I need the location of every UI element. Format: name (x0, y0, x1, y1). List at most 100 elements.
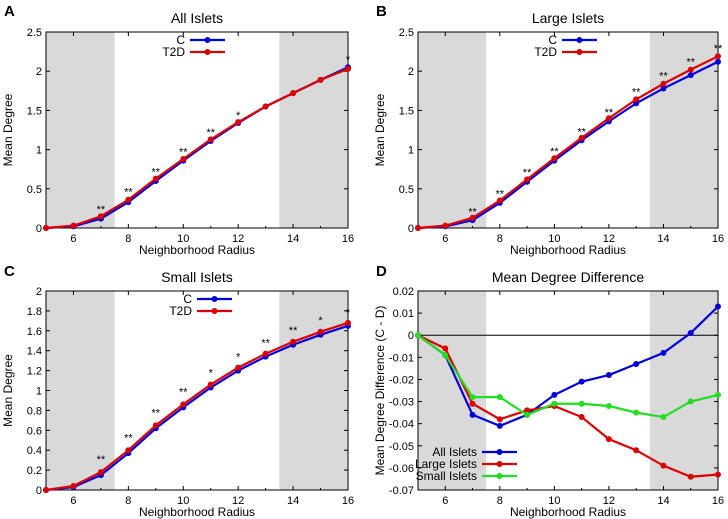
panel-letter: D (376, 263, 387, 280)
chart-title: Large Islets (532, 10, 604, 26)
data-point (469, 394, 476, 401)
data-point (496, 416, 503, 423)
panel-letter: C (4, 263, 15, 280)
data-point (207, 136, 214, 143)
significance-marker: ** (152, 166, 161, 178)
legend-label: T2D (534, 45, 557, 59)
significance-marker: ** (577, 126, 586, 138)
x-tick-label: 14 (657, 233, 669, 245)
x-tick-label: 6 (70, 495, 76, 507)
shaded-region (279, 32, 348, 228)
significance-marker: ** (97, 454, 106, 466)
y-tick-label: 1.4 (27, 346, 42, 358)
series-line-small-islets (417, 334, 719, 419)
legend-marker (496, 461, 503, 467)
data-point (605, 402, 612, 409)
data-point (317, 76, 324, 83)
significance-marker: ** (179, 386, 188, 398)
significance-marker: ** (206, 127, 215, 139)
y-tick-label: -0.06 (389, 463, 414, 475)
data-point (633, 409, 640, 416)
x-tick-label: 14 (287, 233, 299, 245)
y-tick-label: -0.01 (389, 352, 414, 364)
y-tick-label: -0.03 (389, 397, 414, 409)
data-point (180, 401, 187, 408)
data-point (496, 394, 503, 401)
legend-label: All Islets (432, 445, 477, 459)
data-point (633, 360, 640, 367)
data-point (633, 96, 640, 103)
data-point (442, 222, 449, 229)
data-point (43, 487, 49, 493)
panel-letter: B (376, 3, 387, 20)
y-tick-label: 0.2 (27, 465, 42, 477)
y-tick-label: 1 (36, 145, 42, 157)
y-tick-label: 2.5 (399, 27, 414, 39)
data-point (660, 349, 667, 356)
x-axis-label: Neighborhood Radius (510, 505, 626, 519)
data-point (469, 411, 476, 418)
data-point (551, 155, 558, 162)
x-tick-label: 16 (342, 233, 354, 245)
x-tick-label: 6 (70, 233, 76, 245)
axes-frame (45, 31, 349, 229)
data-point (687, 473, 694, 480)
y-tick-label: 2.5 (27, 27, 42, 39)
data-point (551, 391, 558, 398)
y-tick-label: -0.05 (389, 441, 414, 453)
y-tick-label: 1.2 (27, 366, 42, 378)
y-tick-label: 1.5 (27, 105, 42, 117)
significance-marker: * (346, 307, 351, 319)
data-point (235, 119, 242, 126)
legend-label: C (183, 292, 192, 306)
data-point (415, 332, 421, 339)
y-axis-label: Mean Degree Difference (C - D) (373, 306, 387, 476)
y-tick-label: 1.6 (27, 326, 42, 338)
data-point (687, 398, 694, 405)
y-tick-label: 0.5 (27, 184, 42, 196)
data-point (469, 214, 476, 221)
x-tick-label: 10 (548, 233, 560, 245)
significance-marker: ** (179, 147, 188, 159)
data-point (715, 471, 721, 478)
shaded-region (279, 291, 348, 490)
series-line-large-islets (417, 334, 719, 478)
data-point (345, 65, 351, 72)
y-tick-label: 0.01 (393, 308, 414, 320)
y-tick-label: 1 (408, 145, 414, 157)
shaded-region (649, 291, 718, 490)
chart-title: All Islets (171, 10, 223, 26)
x-tick-label: 12 (603, 233, 615, 245)
significance-marker: * (236, 110, 241, 122)
significance-marker: ** (97, 204, 106, 216)
data-point (578, 414, 585, 421)
legend-label: T2D (169, 304, 192, 318)
y-tick-label: -0.04 (389, 419, 414, 431)
significance-marker: ** (686, 57, 695, 69)
legend-marker (204, 49, 211, 55)
y-tick-label: 0.5 (399, 184, 414, 196)
legend-label: Small Islets (416, 469, 477, 483)
x-axis-label: Neighborhood Radius (139, 243, 255, 257)
significance-marker: ** (714, 43, 723, 55)
x-tick-label: 14 (657, 495, 669, 507)
x-tick-label: 12 (603, 495, 615, 507)
shaded-region (649, 32, 718, 228)
series-line-t2d (45, 67, 349, 230)
y-tick-label: -0.02 (389, 374, 414, 386)
significance-marker: * (318, 315, 323, 327)
significance-marker: ** (659, 71, 668, 83)
legend-marker (496, 449, 503, 455)
shaded-region (418, 32, 487, 228)
data-point (70, 483, 77, 490)
legend-label: C (176, 33, 185, 47)
chart-title: Mean Degree Difference (492, 269, 644, 285)
y-tick-label: 2 (408, 66, 414, 78)
shaded-region (46, 291, 115, 490)
x-tick-label: 10 (177, 233, 189, 245)
shaded-region (418, 291, 487, 490)
shaded-region (46, 32, 115, 228)
data-point (345, 319, 351, 326)
